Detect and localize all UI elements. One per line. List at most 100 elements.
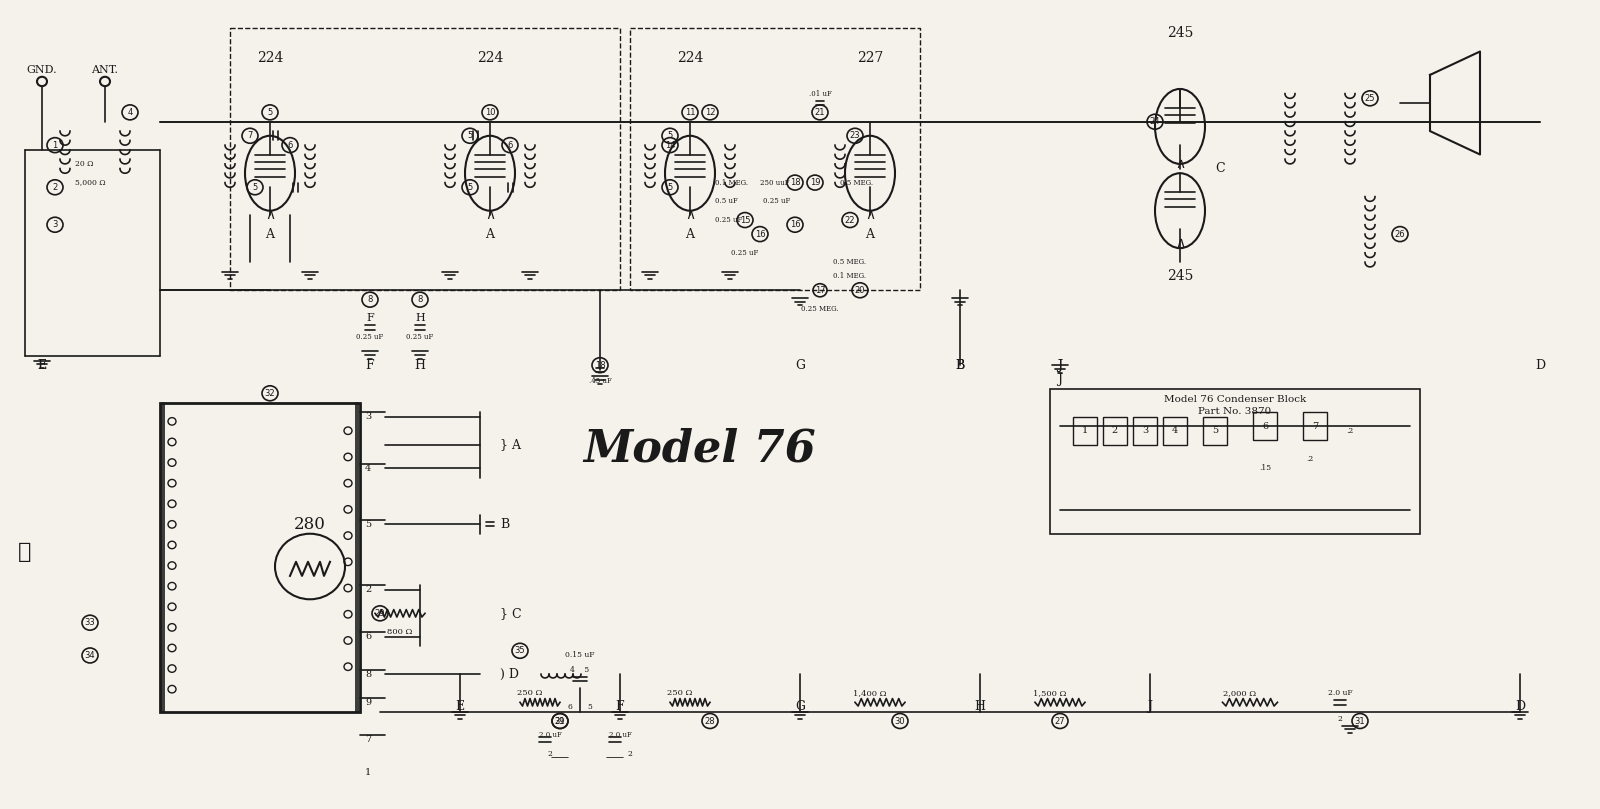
- Text: 30: 30: [894, 717, 906, 726]
- Text: .45 uF: .45 uF: [589, 377, 611, 385]
- Text: 5: 5: [667, 131, 672, 140]
- Text: 10: 10: [485, 108, 496, 116]
- Bar: [1163, 417, 1187, 445]
- Text: 25: 25: [1365, 94, 1376, 103]
- Text: 20 Ω: 20 Ω: [75, 160, 93, 167]
- Text: 6: 6: [1262, 421, 1269, 430]
- Text: 3: 3: [365, 413, 371, 421]
- Text: 0.25 uF: 0.25 uF: [406, 333, 434, 341]
- Text: 6: 6: [365, 633, 371, 642]
- Text: 4: 4: [1171, 426, 1178, 435]
- Text: G: G: [795, 358, 805, 371]
- Text: ∧: ∧: [1174, 236, 1186, 251]
- Text: 2,000 Ω: 2,000 Ω: [1224, 689, 1256, 697]
- Text: 1: 1: [365, 768, 371, 777]
- Bar: [1050, 388, 1421, 534]
- Text: 0.25 uF: 0.25 uF: [731, 249, 758, 256]
- Text: } C: } C: [499, 607, 522, 620]
- Text: 2.0 uF: 2.0 uF: [539, 731, 562, 739]
- Text: 16: 16: [790, 220, 800, 229]
- Text: 31: 31: [1355, 717, 1365, 726]
- Bar: [1302, 412, 1326, 440]
- Text: B: B: [499, 518, 509, 531]
- Text: 0.1 MEG.: 0.1 MEG.: [715, 179, 749, 187]
- Text: 250 Ω: 250 Ω: [517, 689, 542, 697]
- Text: ∧: ∧: [1174, 157, 1186, 171]
- Text: 23: 23: [850, 131, 861, 140]
- Text: 250 uuF: 250 uuF: [760, 179, 790, 187]
- Text: D: D: [1515, 701, 1525, 714]
- Text: ∧: ∧: [485, 209, 494, 222]
- Text: 28: 28: [704, 717, 715, 726]
- Text: ∧: ∧: [266, 209, 275, 222]
- Text: 0.25 uF: 0.25 uF: [763, 197, 790, 205]
- Text: 800 Ω: 800 Ω: [387, 628, 413, 636]
- Text: 2: 2: [1338, 715, 1342, 723]
- Bar: [1133, 417, 1157, 445]
- Text: H: H: [414, 313, 426, 324]
- Text: B: B: [955, 358, 965, 371]
- Text: 27: 27: [1054, 717, 1066, 726]
- Text: 3: 3: [53, 220, 58, 229]
- Text: 0.5 MEG.: 0.5 MEG.: [834, 258, 867, 266]
- Text: 280: 280: [294, 516, 326, 533]
- Text: 6: 6: [288, 141, 293, 150]
- Text: 29: 29: [555, 717, 565, 726]
- Text: 5,000 Ω: 5,000 Ω: [75, 179, 106, 187]
- Bar: [1253, 412, 1277, 440]
- Text: 1,400 Ω: 1,400 Ω: [853, 689, 886, 697]
- Text: 15: 15: [739, 215, 750, 225]
- Text: B: B: [955, 358, 965, 371]
- Text: 35: 35: [515, 646, 525, 655]
- Text: H: H: [974, 701, 986, 714]
- Text: 14: 14: [664, 141, 675, 150]
- Text: 5: 5: [1211, 426, 1218, 435]
- Text: 2: 2: [627, 750, 632, 758]
- Text: A: A: [485, 227, 494, 240]
- Text: 1: 1: [53, 141, 58, 150]
- Text: 32: 32: [264, 389, 275, 398]
- Text: 34: 34: [85, 651, 96, 660]
- Text: F: F: [616, 701, 624, 714]
- Text: 2: 2: [365, 586, 371, 595]
- Text: 2.0 uF: 2.0 uF: [1328, 689, 1352, 697]
- Text: ∧: ∧: [685, 209, 694, 222]
- Text: 5: 5: [267, 108, 272, 116]
- Text: J: J: [1147, 701, 1152, 714]
- Bar: [1203, 417, 1227, 445]
- Text: 5: 5: [587, 703, 592, 711]
- Text: 7: 7: [365, 735, 371, 744]
- Text: 20: 20: [854, 286, 866, 294]
- Text: 0.25 uF: 0.25 uF: [715, 216, 742, 224]
- Text: 6: 6: [507, 141, 512, 150]
- Text: F: F: [366, 358, 374, 371]
- Text: ∧: ∧: [866, 209, 875, 222]
- Text: 5: 5: [365, 520, 371, 529]
- Text: D: D: [1534, 358, 1546, 371]
- Text: 2: 2: [53, 183, 58, 192]
- Text: 250 Ω: 250 Ω: [667, 689, 693, 697]
- Text: C: C: [1214, 162, 1226, 175]
- Text: H: H: [414, 358, 426, 371]
- Text: 5: 5: [467, 183, 472, 192]
- Bar: [1102, 417, 1126, 445]
- Text: 2: 2: [1112, 426, 1118, 435]
- Text: Model 76: Model 76: [584, 428, 816, 471]
- Text: 245: 245: [1166, 269, 1194, 283]
- Bar: [160, 403, 360, 712]
- Text: 224: 224: [258, 51, 283, 65]
- Text: E: E: [37, 358, 46, 371]
- Text: 24: 24: [1150, 117, 1160, 126]
- Text: 7: 7: [1312, 421, 1318, 430]
- Text: 26: 26: [1395, 230, 1405, 239]
- Text: 19: 19: [810, 178, 821, 187]
- Text: 29: 29: [374, 609, 386, 618]
- Text: 31: 31: [555, 717, 565, 726]
- Text: 224: 224: [477, 51, 502, 65]
- Text: 8: 8: [365, 670, 371, 679]
- Text: 16: 16: [755, 230, 765, 239]
- Text: .2: .2: [1306, 455, 1314, 463]
- Text: ⊳: ⊳: [18, 541, 32, 563]
- Text: 3: 3: [1142, 426, 1149, 435]
- Text: 4    5: 4 5: [570, 666, 590, 674]
